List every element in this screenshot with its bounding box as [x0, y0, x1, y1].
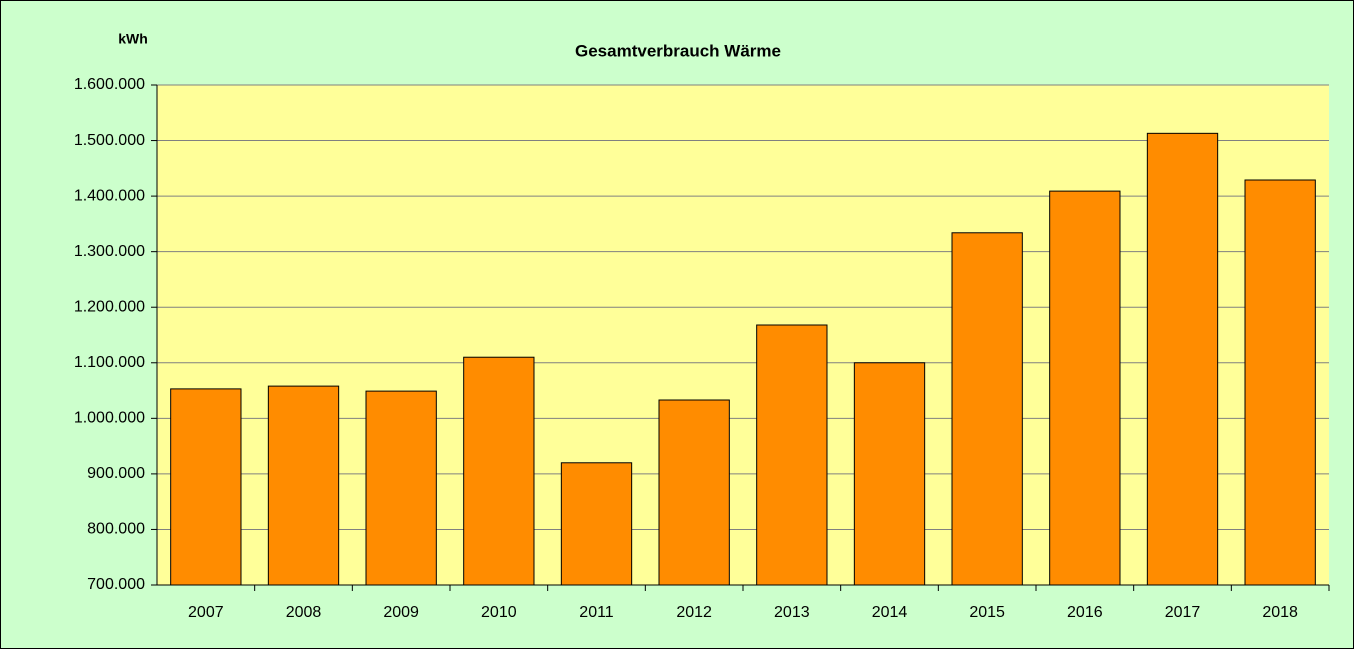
- y-tick-label: 800.000: [87, 521, 145, 538]
- x-tick-label: 2007: [188, 604, 224, 621]
- y-tick-label: 1.400.000: [74, 187, 145, 204]
- bar: [658, 399, 730, 586]
- x-tick-label: 2018: [1262, 604, 1298, 621]
- x-tick-label: 2013: [774, 604, 810, 621]
- bar: [463, 356, 535, 586]
- y-tick-label: 1.100.000: [74, 354, 145, 371]
- x-tick-label: 2012: [676, 604, 712, 621]
- bar: [267, 385, 340, 586]
- y-tick-label: 700.000: [87, 576, 145, 593]
- x-tick-label: 2008: [286, 604, 322, 621]
- y-tick-label: 1.500.000: [74, 132, 145, 149]
- y-tick-label: 1.300.000: [74, 243, 145, 260]
- x-tick-label: 2014: [872, 604, 908, 621]
- chart-title: Gesamtverbrauch Wärme: [575, 41, 781, 60]
- bar: [170, 388, 242, 586]
- bar: [756, 324, 828, 586]
- x-tick-label: 2011: [579, 604, 614, 621]
- x-tick-label: 2010: [481, 604, 517, 621]
- y-tick-label: 900.000: [87, 465, 145, 482]
- bar: [1146, 132, 1219, 586]
- x-tick-label: 2015: [969, 604, 1005, 621]
- y-tick-label: 1.600.000: [74, 76, 145, 93]
- bar: [853, 362, 926, 586]
- bar: [951, 232, 1023, 586]
- y-axis-label: kWh: [118, 31, 148, 47]
- bar: [1244, 179, 1316, 586]
- bar: [365, 390, 437, 586]
- bar: [560, 462, 633, 586]
- y-tick-label: 1.000.000: [74, 410, 145, 427]
- x-tick-label: 2017: [1165, 604, 1201, 621]
- bar: [1049, 190, 1121, 586]
- y-tick-label: 1.200.000: [74, 298, 145, 315]
- plot-area: [157, 85, 1329, 585]
- x-tick-label: 2009: [383, 604, 419, 621]
- x-tick-label: 2016: [1067, 604, 1103, 621]
